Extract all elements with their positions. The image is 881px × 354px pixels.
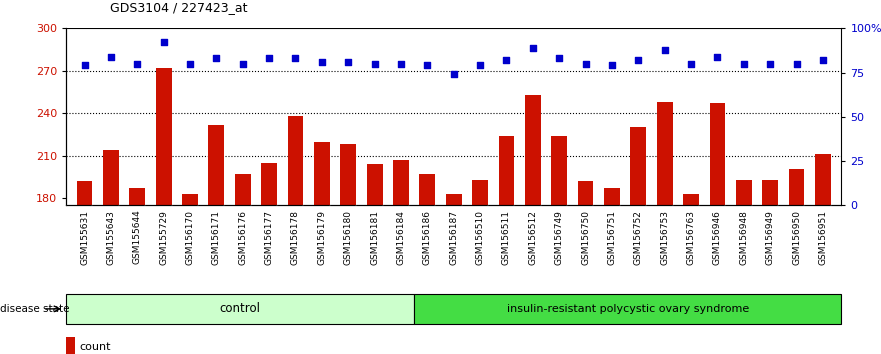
- Bar: [261, 163, 277, 205]
- Text: GSM156512: GSM156512: [529, 210, 537, 265]
- Text: GSM156946: GSM156946: [713, 210, 722, 265]
- Bar: [552, 136, 567, 205]
- Text: GSM156751: GSM156751: [607, 210, 617, 265]
- Bar: [578, 181, 594, 205]
- Bar: [314, 142, 329, 205]
- Bar: [66, 337, 75, 354]
- Bar: [287, 116, 303, 205]
- Bar: [366, 164, 382, 205]
- Text: GSM156951: GSM156951: [818, 210, 827, 265]
- Bar: [414, 294, 841, 324]
- Bar: [656, 102, 672, 205]
- Point: [183, 61, 197, 67]
- Text: insulin-resistant polycystic ovary syndrome: insulin-resistant polycystic ovary syndr…: [507, 304, 749, 314]
- Point: [420, 63, 434, 68]
- Text: GSM156177: GSM156177: [264, 210, 274, 265]
- Point: [157, 40, 171, 45]
- Bar: [156, 68, 172, 205]
- Point: [710, 54, 724, 59]
- Bar: [340, 144, 356, 205]
- Bar: [683, 194, 699, 205]
- Bar: [472, 180, 488, 205]
- Text: GSM156180: GSM156180: [344, 210, 352, 265]
- Text: GSM156750: GSM156750: [581, 210, 590, 265]
- Point: [367, 61, 381, 67]
- Bar: [604, 188, 620, 205]
- Point: [473, 63, 487, 68]
- Bar: [130, 188, 145, 205]
- Bar: [209, 125, 225, 205]
- Text: GSM156510: GSM156510: [476, 210, 485, 265]
- Point: [789, 61, 803, 67]
- Point: [130, 61, 144, 67]
- Point: [579, 61, 593, 67]
- Point: [315, 59, 329, 65]
- Text: GSM156171: GSM156171: [212, 210, 221, 265]
- Text: GSM156178: GSM156178: [291, 210, 300, 265]
- Text: GSM156753: GSM156753: [660, 210, 670, 265]
- Text: GSM156511: GSM156511: [502, 210, 511, 265]
- Bar: [709, 103, 725, 205]
- Bar: [235, 174, 251, 205]
- Bar: [762, 180, 778, 205]
- Text: GDS3104 / 227423_at: GDS3104 / 227423_at: [110, 1, 248, 14]
- Bar: [499, 136, 515, 205]
- Point: [605, 63, 619, 68]
- Text: GSM156170: GSM156170: [186, 210, 195, 265]
- Text: GSM156949: GSM156949: [766, 210, 774, 265]
- Text: GSM156186: GSM156186: [423, 210, 432, 265]
- Text: disease state: disease state: [0, 304, 70, 314]
- Text: GSM155644: GSM155644: [133, 210, 142, 264]
- Text: GSM156749: GSM156749: [555, 210, 564, 265]
- Text: GSM156948: GSM156948: [739, 210, 748, 265]
- Text: GSM156181: GSM156181: [370, 210, 379, 265]
- Text: GSM156187: GSM156187: [449, 210, 458, 265]
- Text: GSM156752: GSM156752: [633, 210, 643, 265]
- Point: [262, 56, 276, 61]
- Text: GSM156184: GSM156184: [396, 210, 405, 265]
- Point: [341, 59, 355, 65]
- Point: [552, 56, 566, 61]
- Bar: [815, 154, 831, 205]
- Point: [236, 61, 250, 67]
- Point: [500, 57, 514, 63]
- Point: [763, 61, 777, 67]
- Text: GSM156950: GSM156950: [792, 210, 801, 265]
- Bar: [103, 150, 119, 205]
- Point: [684, 61, 698, 67]
- Point: [816, 57, 830, 63]
- Bar: [77, 181, 93, 205]
- Bar: [393, 160, 409, 205]
- Point: [447, 72, 461, 77]
- Text: GSM156176: GSM156176: [238, 210, 248, 265]
- Bar: [788, 169, 804, 205]
- Text: GSM156179: GSM156179: [317, 210, 326, 265]
- Point: [657, 47, 671, 52]
- Bar: [631, 127, 647, 205]
- Bar: [525, 95, 541, 205]
- Bar: [182, 194, 198, 205]
- Bar: [446, 194, 462, 205]
- Bar: [66, 294, 414, 324]
- Text: control: control: [219, 302, 261, 315]
- Text: GSM155643: GSM155643: [107, 210, 115, 265]
- Bar: [419, 174, 435, 205]
- Point: [104, 54, 118, 59]
- Point: [737, 61, 751, 67]
- Text: GSM156763: GSM156763: [686, 210, 695, 265]
- Text: count: count: [79, 342, 111, 352]
- Text: GSM155631: GSM155631: [80, 210, 89, 265]
- Point: [632, 57, 646, 63]
- Text: GSM155729: GSM155729: [159, 210, 168, 265]
- Point: [526, 45, 540, 51]
- Point: [288, 56, 302, 61]
- Point: [394, 61, 408, 67]
- Bar: [736, 180, 751, 205]
- Point: [78, 63, 92, 68]
- Point: [210, 56, 224, 61]
